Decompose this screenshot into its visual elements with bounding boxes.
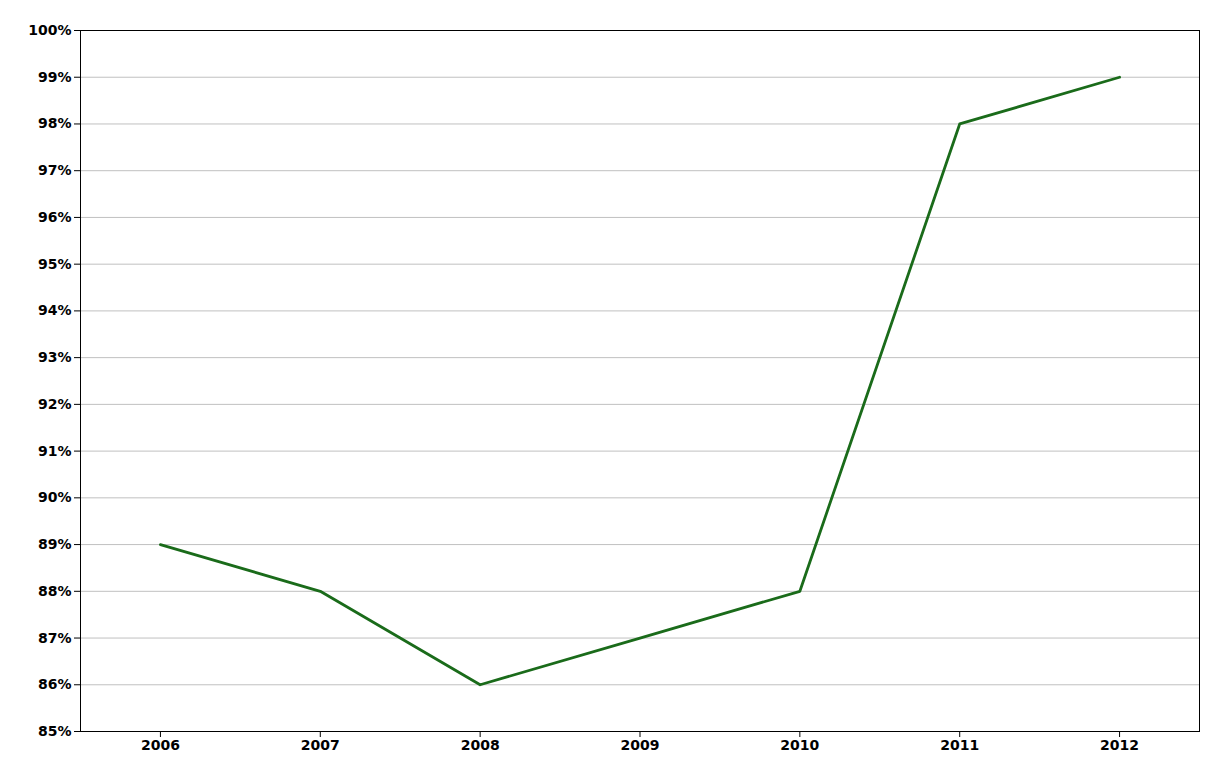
svg-text:91%: 91% bbox=[38, 443, 72, 459]
svg-text:95%: 95% bbox=[38, 256, 72, 272]
svg-text:97%: 97% bbox=[38, 162, 72, 178]
svg-text:2008: 2008 bbox=[461, 737, 500, 753]
svg-text:93%: 93% bbox=[38, 349, 72, 365]
svg-text:96%: 96% bbox=[38, 209, 72, 225]
svg-text:2009: 2009 bbox=[621, 737, 660, 753]
svg-text:92%: 92% bbox=[38, 396, 72, 412]
svg-text:99%: 99% bbox=[38, 69, 72, 85]
svg-text:2006: 2006 bbox=[141, 737, 180, 753]
svg-text:2010: 2010 bbox=[780, 737, 819, 753]
svg-text:90%: 90% bbox=[38, 489, 72, 505]
svg-text:98%: 98% bbox=[38, 115, 72, 131]
svg-text:2011: 2011 bbox=[940, 737, 979, 753]
svg-text:85%: 85% bbox=[38, 723, 72, 739]
svg-text:88%: 88% bbox=[38, 583, 72, 599]
svg-text:100%: 100% bbox=[28, 22, 71, 38]
svg-text:86%: 86% bbox=[38, 676, 72, 692]
svg-text:2012: 2012 bbox=[1100, 737, 1139, 753]
svg-text:87%: 87% bbox=[38, 630, 72, 646]
svg-text:89%: 89% bbox=[38, 536, 72, 552]
svg-text:94%: 94% bbox=[38, 302, 72, 318]
svg-text:2007: 2007 bbox=[301, 737, 340, 753]
